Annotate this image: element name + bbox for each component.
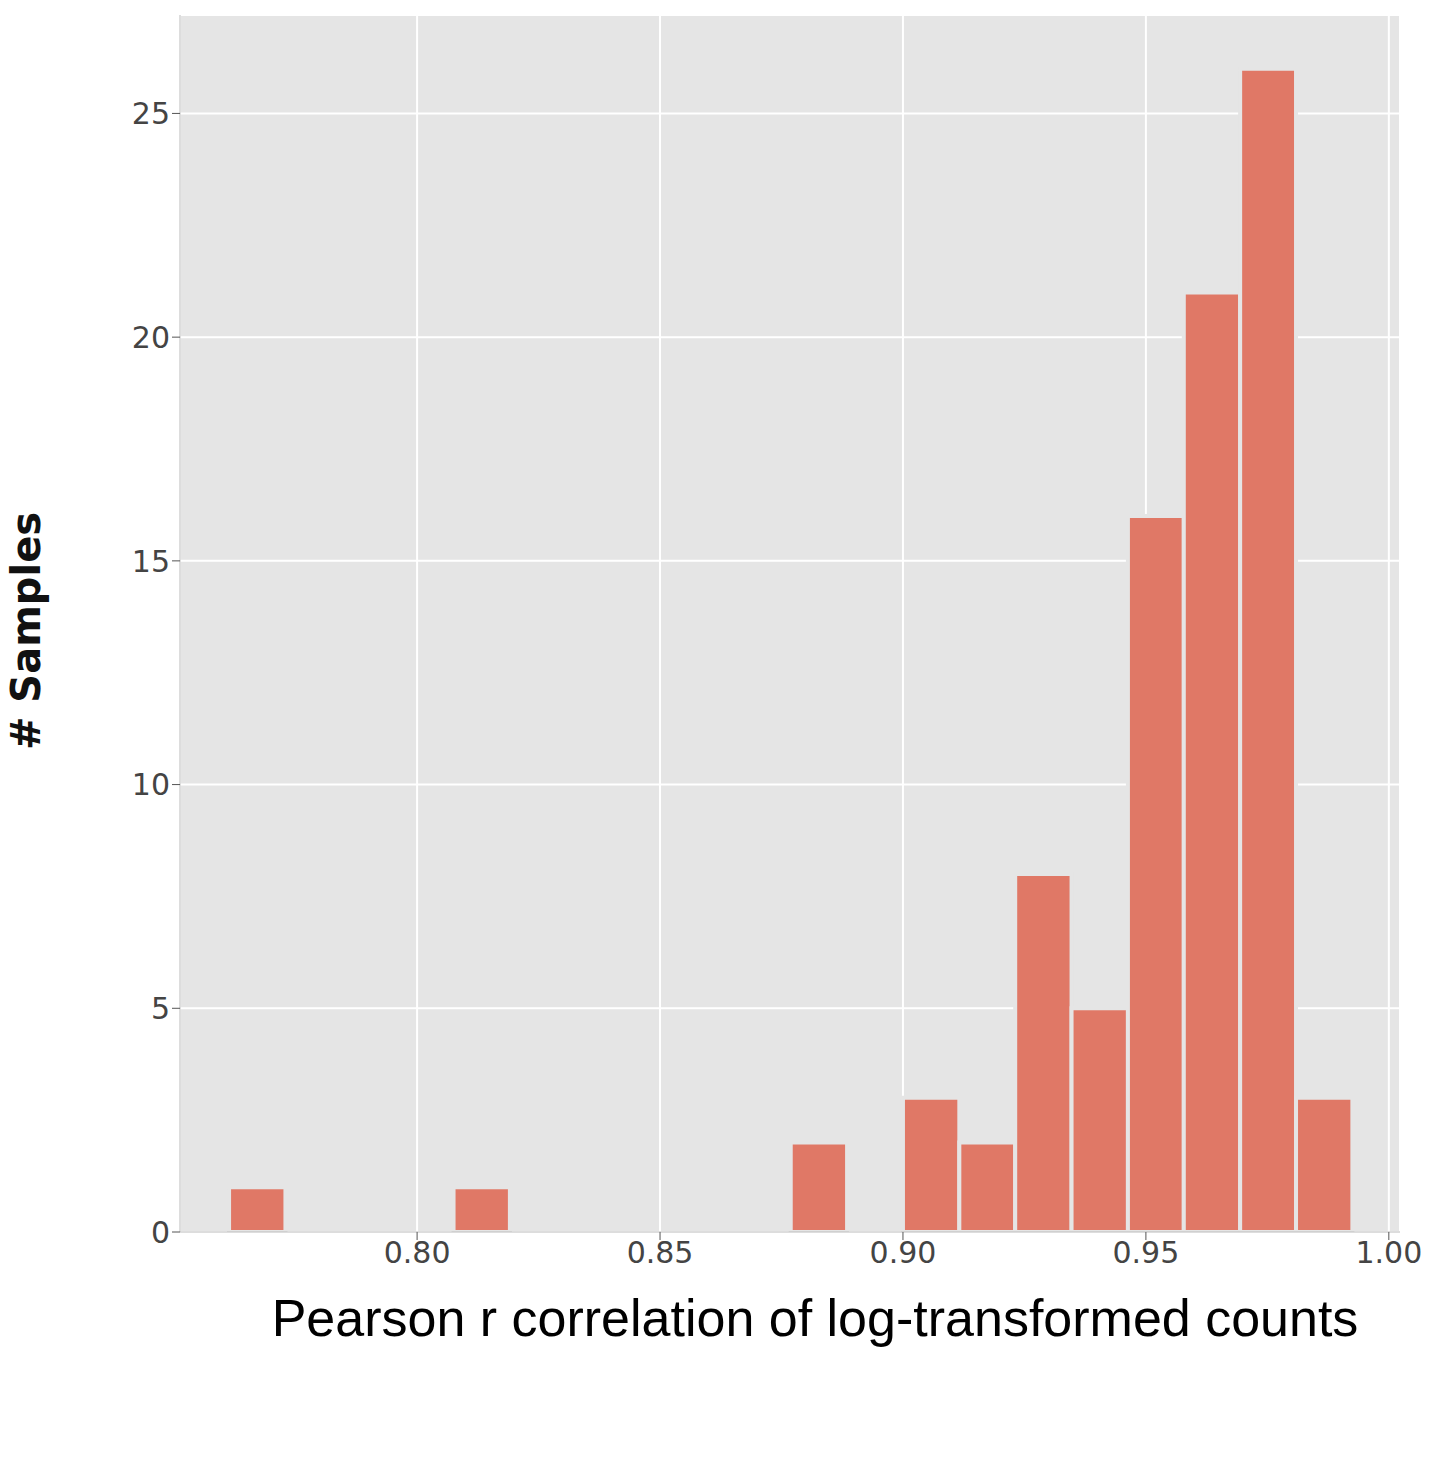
svg-text:5: 5 [151, 991, 170, 1026]
svg-text:0.80: 0.80 [384, 1235, 451, 1270]
svg-text:0.90: 0.90 [870, 1235, 937, 1270]
svg-text:0.85: 0.85 [627, 1235, 694, 1270]
svg-text:20: 20 [132, 320, 170, 355]
svg-text:0: 0 [151, 1215, 170, 1250]
svg-text:25: 25 [132, 96, 170, 131]
html-text:# Samples: # Samples [3, 511, 49, 751]
svg-text:15: 15 [132, 544, 170, 579]
html-text:Pearson r correlation of log-t: Pearson r correlation of log-transformed… [271, 1289, 1359, 1347]
svg-text:1.00: 1.00 [1355, 1235, 1422, 1270]
svg-text:10: 10 [132, 767, 170, 802]
svg-text:0.95: 0.95 [1112, 1235, 1179, 1270]
